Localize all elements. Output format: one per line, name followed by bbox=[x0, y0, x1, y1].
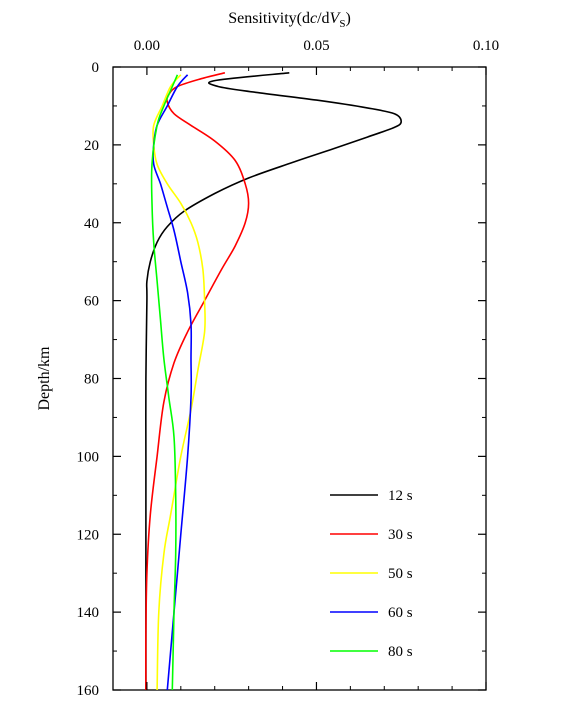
y-tick-label: 140 bbox=[77, 605, 100, 621]
legend-label: 30 s bbox=[388, 527, 413, 543]
series-line-50s bbox=[152, 74, 206, 691]
y-tick-label: 20 bbox=[84, 138, 99, 154]
axis-ticks: 0 20 40 60 80 100 120 140 160 0.00 0.05 0.10 bbox=[77, 38, 500, 699]
x-tick-label: 0.00 bbox=[134, 38, 160, 54]
x-axis-title: Sensitivity(dc/dVS) bbox=[228, 10, 351, 30]
legend: 12 s 30 s 50 s 60 s 80 s bbox=[330, 488, 413, 660]
series-line-12s bbox=[145, 72, 402, 690]
y-tick-label: 80 bbox=[84, 372, 99, 388]
y-tick-label: 120 bbox=[77, 527, 100, 543]
legend-label: 60 s bbox=[388, 605, 413, 621]
y-tick-label: 40 bbox=[84, 216, 99, 232]
y-tick-label: 60 bbox=[84, 294, 99, 310]
x-tick-label: 0.10 bbox=[473, 38, 499, 54]
x-tick-label: 0.05 bbox=[303, 38, 329, 54]
y-tick-label: 0 bbox=[92, 60, 100, 76]
series-line-30s bbox=[145, 72, 250, 691]
series-lines bbox=[145, 72, 402, 691]
legend-label: 12 s bbox=[388, 488, 413, 504]
legend-label: 80 s bbox=[388, 644, 413, 660]
y-tick-label: 160 bbox=[77, 683, 100, 699]
legend-label: 50 s bbox=[388, 566, 413, 582]
y-tick-label: 100 bbox=[77, 449, 100, 465]
series-line-80s bbox=[150, 74, 179, 691]
y-axis-title: Depth/km bbox=[36, 346, 53, 411]
